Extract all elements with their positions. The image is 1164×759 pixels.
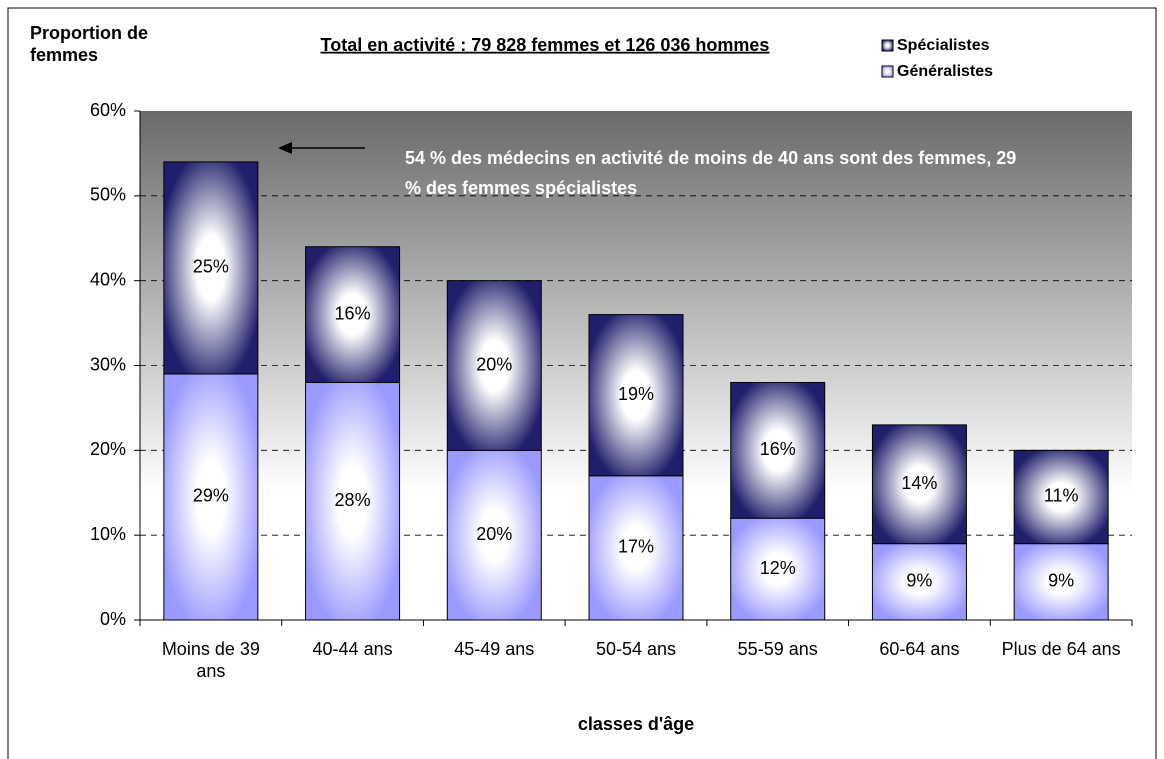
- y-tick-label: 30%: [90, 354, 126, 374]
- value-label: 16%: [760, 439, 796, 459]
- value-label: 9%: [1048, 571, 1074, 591]
- arrow-head: [278, 142, 292, 154]
- bar-segment: [1013, 449, 1109, 545]
- y-axis-title: Proportion de femmes: [30, 23, 148, 65]
- y-tick-label: 40%: [90, 269, 126, 289]
- value-label: 17%: [618, 537, 654, 557]
- x-tick-label: 55-59 ans: [737, 639, 818, 659]
- value-label: 25%: [193, 257, 229, 277]
- legend-swatch: [881, 65, 894, 78]
- bar-segment: [871, 543, 967, 621]
- y-tick-label: 10%: [90, 524, 126, 544]
- value-label: 29%: [193, 486, 229, 506]
- y-tick-label: 50%: [90, 185, 126, 205]
- value-label: 28%: [335, 490, 371, 510]
- legend-label: Généralistes: [897, 63, 993, 80]
- x-tick-label: 45-49 ans: [454, 639, 535, 659]
- y-tick-label: 0%: [100, 609, 126, 629]
- y-tick-label: 60%: [90, 100, 126, 120]
- value-label: 9%: [906, 571, 932, 591]
- legend-label: Spécialistes: [897, 37, 990, 54]
- value-label: 12%: [760, 558, 796, 578]
- legend-swatch: [881, 39, 894, 52]
- x-tick-label: 60-64 ans: [879, 639, 960, 659]
- bar-segment: [588, 314, 684, 477]
- bar-segment: [305, 381, 401, 621]
- value-label: 20%: [476, 524, 512, 544]
- x-tick-label: Moins de 39 ans: [161, 639, 260, 681]
- bar-segment: [588, 475, 684, 621]
- value-label: 19%: [618, 384, 654, 404]
- chart-title: Total en activité : 79 828 femmes et 126…: [321, 35, 770, 55]
- bar-segment: [305, 246, 401, 383]
- value-label: 11%: [1044, 486, 1079, 506]
- bar-segment: [1013, 543, 1109, 621]
- bar-segment: [163, 373, 259, 621]
- x-axis-title: classes d'âge: [577, 714, 695, 734]
- bar-segment: [446, 449, 542, 621]
- bar-segment: [730, 381, 826, 519]
- x-tick-label: 50-54 ans: [595, 639, 677, 659]
- bar-segment: [446, 280, 542, 451]
- value-label: 16%: [335, 303, 371, 323]
- bar-segment: [730, 517, 826, 621]
- value-label: 20%: [476, 354, 512, 374]
- frame: [7, 7, 1157, 759]
- x-tick-label: Plus de 64 ans: [1001, 639, 1121, 659]
- bar-segment: [163, 161, 259, 375]
- value-label: 14%: [901, 473, 937, 493]
- annotation: 54 % des médecins en activité de moins d…: [405, 148, 1017, 198]
- bar-segment: [871, 424, 967, 545]
- x-tick-label: 40-44 ans: [312, 639, 393, 659]
- y-tick-label: 20%: [90, 439, 126, 459]
